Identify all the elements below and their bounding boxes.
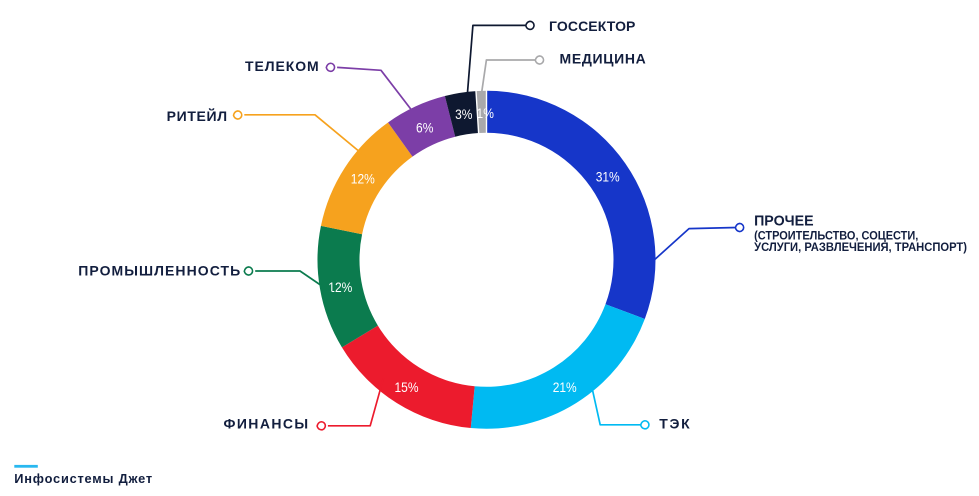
svg-text:3%: 3%	[455, 106, 473, 122]
svg-text:ПРОМЫШЛЕННОСТЬ: ПРОМЫШЛЕННОСТЬ	[78, 263, 240, 279]
svg-text:31%: 31%	[596, 169, 620, 185]
svg-text:УСЛУГИ, РАЗВЛЕЧЕНИЯ, ТРАНСПОРТ: УСЛУГИ, РАЗВЛЕЧЕНИЯ, ТРАНСПОРТ)	[754, 242, 967, 254]
svg-text:ГОССЕКТОР: ГОССЕКТОР	[549, 18, 635, 34]
svg-text:РИТЕЙЛ: РИТЕЙЛ	[167, 107, 228, 124]
svg-text:12%: 12%	[328, 279, 352, 295]
svg-text:ТЭК: ТЭК	[659, 416, 690, 432]
svg-text:1%: 1%	[477, 105, 495, 121]
svg-text:6%: 6%	[416, 120, 434, 136]
svg-text:(СТРОИТЕЛЬСТВО, СОЦЕСТИ,: (СТРОИТЕЛЬСТВО, СОЦЕСТИ,	[754, 230, 918, 242]
svg-text:ТЕЛЕКОМ: ТЕЛЕКОМ	[245, 58, 319, 74]
svg-text:ФИНАНСЫ: ФИНАНСЫ	[224, 416, 309, 432]
svg-text:21%: 21%	[553, 379, 577, 395]
svg-text:12%: 12%	[351, 171, 375, 187]
svg-text:ПРОЧЕЕ: ПРОЧЕЕ	[754, 213, 814, 229]
svg-text:Инфосистемы Джет: Инфосистемы Джет	[14, 471, 152, 486]
svg-text:15%: 15%	[394, 379, 418, 395]
svg-text:МЕДИЦИНА: МЕДИЦИНА	[560, 51, 646, 67]
